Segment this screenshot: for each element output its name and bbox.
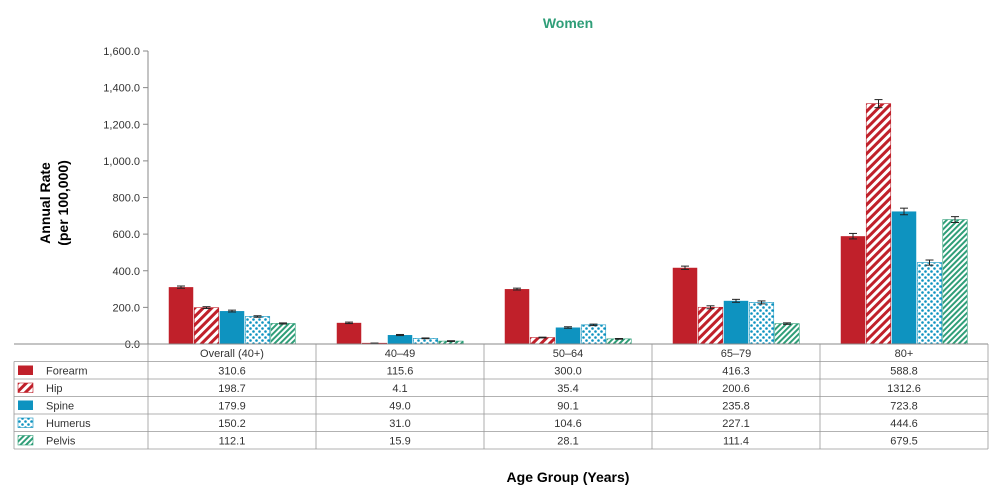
legend-swatch-hip bbox=[17, 382, 34, 393]
data-label: 15.9 bbox=[389, 436, 410, 448]
data-label: 235.8 bbox=[722, 401, 750, 413]
y-axis: 0.0 200.0 400.0 600.0 800.0 1,000.0 1,200.0 1,4… bbox=[103, 46, 149, 351]
bar-pelvis bbox=[774, 323, 800, 345]
data-label: 310.6 bbox=[218, 366, 246, 378]
y-tick-label: 400.0 bbox=[112, 266, 140, 278]
category-label: Overall (40+) bbox=[200, 348, 264, 360]
bar-spine bbox=[723, 300, 749, 344]
data-label: 416.3 bbox=[722, 366, 750, 378]
chart-title: Women bbox=[543, 15, 593, 31]
y-tick-label: 1,400.0 bbox=[103, 83, 140, 95]
data-label: 679.5 bbox=[890, 436, 918, 448]
legend-label: Hip bbox=[46, 383, 63, 395]
bar-pelvis bbox=[270, 323, 296, 345]
data-label: 28.1 bbox=[557, 436, 578, 448]
bar-pelvis bbox=[942, 219, 968, 345]
bar-forearm bbox=[336, 322, 362, 344]
data-label: 444.6 bbox=[890, 418, 918, 430]
bar-forearm bbox=[504, 289, 530, 344]
data-label: 723.8 bbox=[890, 401, 918, 413]
category-label: 65–79 bbox=[721, 348, 752, 360]
data-label: 112.1 bbox=[219, 436, 246, 448]
data-label: 4.1 bbox=[392, 383, 407, 395]
data-label: 49.0 bbox=[389, 401, 410, 413]
data-label: 300.0 bbox=[554, 366, 582, 378]
legend-label: Pelvis bbox=[46, 436, 76, 448]
data-label: 90.1 bbox=[557, 401, 578, 413]
bars bbox=[168, 99, 968, 345]
bar-spine bbox=[387, 335, 413, 344]
bar-hip bbox=[697, 306, 724, 345]
legend-label: Spine bbox=[46, 401, 74, 413]
bar-humerus bbox=[244, 316, 271, 345]
y-axis-label-line1: Annual Rate bbox=[37, 162, 53, 244]
y-tick-label: 600.0 bbox=[112, 229, 140, 241]
bar-humerus bbox=[916, 262, 943, 345]
legend-swatch-humerus bbox=[17, 417, 34, 428]
bar-humerus bbox=[580, 324, 607, 345]
x-axis-label: Age Group (Years) bbox=[507, 469, 630, 485]
data-label: 200.6 bbox=[722, 383, 750, 395]
legend-swatch-forearm bbox=[18, 365, 33, 375]
bar-hip bbox=[865, 103, 892, 345]
data-label: 31.0 bbox=[389, 418, 410, 430]
legend-swatch-pelvis bbox=[17, 435, 34, 446]
y-tick-label: 800.0 bbox=[112, 193, 140, 205]
y-axis-label: Annual Rate (per 100,000) bbox=[37, 160, 71, 246]
y-axis-label-line2: (per 100,000) bbox=[55, 160, 71, 246]
data-label: 150.2 bbox=[218, 418, 246, 430]
category-label: 80+ bbox=[895, 348, 914, 360]
y-tick-label: 1,000.0 bbox=[103, 156, 140, 168]
y-tick-label: 1,200.0 bbox=[103, 119, 140, 131]
y-tick-label: 200.0 bbox=[112, 302, 140, 314]
bar-forearm bbox=[168, 287, 194, 344]
data-label: 198.7 bbox=[218, 383, 246, 395]
y-tick-label: 1,600.0 bbox=[103, 46, 140, 58]
bar-humerus bbox=[748, 302, 775, 345]
data-label: 111.4 bbox=[723, 436, 749, 448]
data-label: 35.4 bbox=[557, 383, 578, 395]
data-label: 115.6 bbox=[387, 366, 414, 378]
bar-forearm bbox=[672, 267, 698, 344]
category-label: 50–64 bbox=[553, 348, 584, 360]
bar-hip bbox=[193, 307, 220, 345]
bar-forearm bbox=[840, 236, 866, 344]
data-label: 104.6 bbox=[554, 418, 582, 430]
data-label: 1312.6 bbox=[887, 383, 921, 395]
bar-hip bbox=[529, 337, 556, 345]
bar-spine bbox=[219, 311, 245, 344]
data-label: 227.1 bbox=[722, 418, 750, 430]
data-label: 179.9 bbox=[218, 401, 246, 413]
y-tick-label: 0.0 bbox=[125, 339, 140, 351]
bar-spine bbox=[555, 327, 581, 344]
legend-label: Forearm bbox=[46, 366, 88, 378]
bar-spine bbox=[891, 211, 917, 344]
legend-swatch-spine bbox=[18, 400, 33, 410]
legend-label: Humerus bbox=[46, 418, 91, 430]
data-label: 588.8 bbox=[890, 366, 918, 378]
category-label: 40–49 bbox=[385, 348, 416, 360]
data-table: Overall (40+) 40–49 50–64 65–79 80+ Forearm 31… bbox=[13, 343, 989, 450]
